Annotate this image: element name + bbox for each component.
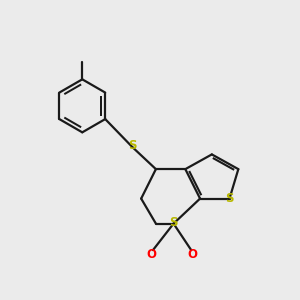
Text: S: S [225, 192, 234, 205]
Text: S: S [169, 216, 178, 229]
Text: O: O [188, 248, 198, 261]
Text: O: O [146, 248, 157, 261]
Text: S: S [128, 139, 136, 152]
